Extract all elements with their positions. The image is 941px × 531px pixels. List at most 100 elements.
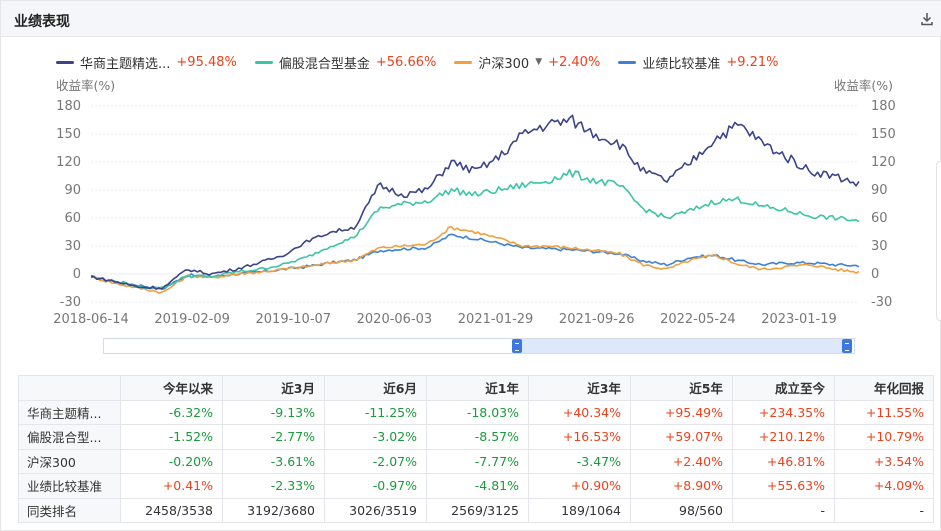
table-cell: 2569/3125 <box>426 497 529 523</box>
table-cell: 98/560 <box>630 497 733 523</box>
legend-swatch <box>454 60 473 64</box>
legend-item-2[interactable]: 沪深300 ▼ +2.40% <box>454 53 600 72</box>
table-cell: +95.49% <box>630 399 733 425</box>
table-cell: +2.40% <box>630 448 733 474</box>
column-header: 近3年 <box>528 375 631 401</box>
table-cell: +40.34% <box>528 399 631 425</box>
row-label: 沪深300 <box>18 448 121 474</box>
table-row: 同类排名 2458/3538 3192/3680 3026/3519 2569/3125… <box>18 497 934 523</box>
legend-label: 沪深300 <box>478 56 530 72</box>
legend-return-value: +95.48% <box>176 54 237 70</box>
table-cell: 3192/3680 <box>222 497 325 523</box>
table-cell: -4.81% <box>426 473 529 499</box>
table-cell: +210.12% <box>732 424 835 450</box>
table-cell: -11.25% <box>324 399 427 425</box>
slider-right-handle[interactable] <box>842 339 852 353</box>
chevron-down-icon[interactable]: ▼ <box>535 57 543 67</box>
table-cell: -3.02% <box>324 424 427 450</box>
column-header: 今年以来 <box>120 375 223 401</box>
row-label: 业绩比较基准 <box>18 473 121 499</box>
table-cell: -0.20% <box>120 448 223 474</box>
table-row: 业绩比较基准 +0.41% -2.33% -0.97% -4.81% +0.90% +8.9… <box>18 473 934 499</box>
panel-header: 业绩表现 <box>1 1 941 37</box>
x-tick-label: 2018-06-14 <box>53 312 129 327</box>
row-label: 偏股混合型... <box>18 424 121 450</box>
legend-label: 华商主题精选... <box>80 56 171 72</box>
y-tick-label-right: 30 <box>871 239 888 254</box>
chart-legend: 华商主题精选... +95.48% 偏股混合型基金 +56.66% 沪深300 ▼ +2.4… <box>56 53 797 72</box>
series-line <box>90 226 860 294</box>
y-tick-label-right: 150 <box>871 127 896 142</box>
table-cell: -6.32% <box>120 399 223 425</box>
table-cell: +10.79% <box>834 424 934 450</box>
column-header: 近6月 <box>324 375 427 401</box>
y-tick-label-right: 180 <box>871 99 896 114</box>
table-cell: +16.53% <box>528 424 631 450</box>
y-tick-label-right: 0 <box>871 267 879 282</box>
table-row: 偏股混合型... -1.52% -2.77% -3.02% -8.57% +16.53% +… <box>18 424 934 450</box>
y-tick-label-right: -30 <box>871 295 892 310</box>
legend-item-3[interactable]: 业绩比较基准 +9.21% <box>618 53 779 72</box>
row-label: 华商主题精... <box>18 399 121 425</box>
x-tick-label: 2021-01-29 <box>458 312 534 327</box>
y-tick-label-left: 150 <box>56 127 81 142</box>
x-tick-label: 2021-09-26 <box>559 312 635 327</box>
table-cell: +46.81% <box>732 448 835 474</box>
slider-left-handle[interactable] <box>512 339 522 353</box>
legend-return-value: +56.66% <box>375 54 437 70</box>
side-scroll-tab[interactable] <box>936 161 941 321</box>
download-icon[interactable] <box>919 11 935 27</box>
table-cell: +0.41% <box>120 473 223 499</box>
legend-swatch <box>254 60 273 64</box>
table-cell: -2.07% <box>324 448 427 474</box>
table-cell: +3.54% <box>834 448 934 474</box>
x-tick-label: 2019-10-07 <box>256 312 332 327</box>
panel-title: 业绩表现 <box>14 14 70 30</box>
table-header-row: 今年以来 近3月 近6月 近1年 近3年 近5年 成立至今 年化回报 <box>18 375 934 401</box>
table-cell: -3.61% <box>222 448 325 474</box>
series-line <box>90 168 860 290</box>
y-tick-label-right: 90 <box>871 183 888 198</box>
x-tick-label: 2022-05-24 <box>660 312 736 327</box>
slider-selected-range[interactable] <box>512 339 852 353</box>
legend-item-0[interactable]: 华商主题精选... +95.48% <box>56 53 237 72</box>
x-tick-label: 2020-06-03 <box>357 312 433 327</box>
y-tick-label-left: 0 <box>73 267 81 282</box>
table-cell: -0.97% <box>324 473 427 499</box>
table-cell: 189/1064 <box>528 497 631 523</box>
table-cell: - <box>834 497 934 523</box>
column-header: 成立至今 <box>732 375 835 401</box>
column-header: 近3月 <box>222 375 325 401</box>
y-tick-label-left: -30 <box>60 295 81 310</box>
legend-return-value: +9.21% <box>726 54 779 70</box>
table-cell: -3.47% <box>528 448 631 474</box>
table-cell: -2.77% <box>222 424 325 450</box>
table-cell: -8.57% <box>426 424 529 450</box>
date-range-slider[interactable] <box>103 338 855 354</box>
legend-swatch <box>618 60 637 64</box>
y-tick-label-right: 60 <box>871 211 888 226</box>
table-cell: - <box>732 497 835 523</box>
performance-table: 今年以来 近3月 近6月 近1年 近3年 近5年 成立至今 年化回报 华商主题精... -6.3… <box>18 375 934 523</box>
y-axis-title-left: 收益率(%) <box>56 78 115 93</box>
table-cell: 3026/3519 <box>324 497 427 523</box>
x-tick-label: 2019-02-09 <box>154 312 230 327</box>
y-tick-label-left: 120 <box>56 155 81 170</box>
table-cell: -7.77% <box>426 448 529 474</box>
y-tick-label-left: 60 <box>64 211 81 226</box>
table-row: 华商主题精... -6.32% -9.13% -11.25% -18.03% +40.34… <box>18 399 934 425</box>
return-line-chart: -30 -30 0 0 30 30 60 60 90 90 120 120 150 150 180 180 收益… <box>53 78 896 327</box>
column-header: 年化回报 <box>834 375 934 401</box>
table-row: 沪深300 -0.20% -3.61% -2.07% -7.77% -3.47% +2.40… <box>18 448 934 474</box>
legend-swatch <box>56 60 74 64</box>
column-header: 近1年 <box>426 375 529 401</box>
y-tick-label-left: 180 <box>56 99 81 114</box>
table-cell: -1.52% <box>120 424 223 450</box>
table-cell: -18.03% <box>426 399 529 425</box>
series-line <box>90 114 860 290</box>
table-cell: +11.55% <box>834 399 934 425</box>
y-tick-label-right: 120 <box>871 155 896 170</box>
y-tick-label-left: 90 <box>64 183 81 198</box>
legend-item-1[interactable]: 偏股混合型基金 +56.66% <box>254 53 437 72</box>
